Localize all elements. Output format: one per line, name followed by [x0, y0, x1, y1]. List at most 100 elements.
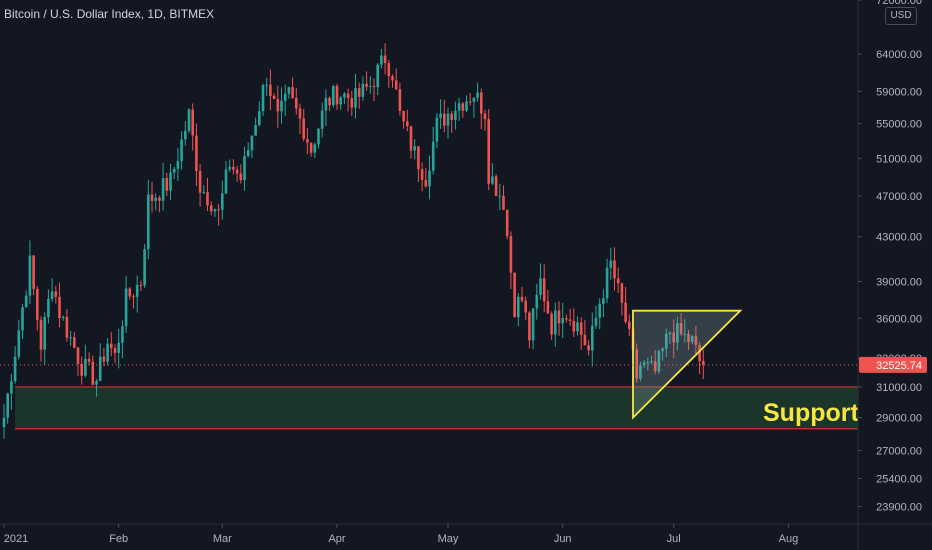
candle-body [276, 98, 280, 112]
candle-body [132, 296, 135, 298]
candle-body [483, 113, 487, 120]
candle-body [369, 85, 372, 87]
candle-body [17, 330, 21, 357]
candle-body [302, 118, 305, 139]
x-tick-label: Apr [328, 533, 345, 545]
candle-body [221, 193, 224, 210]
candle-body [365, 83, 368, 87]
candle-body [542, 278, 546, 302]
candle-body [328, 97, 331, 106]
candle-body [639, 365, 642, 379]
candle-body [694, 336, 698, 345]
triangle-pattern [632, 309, 743, 420]
candle-body [528, 312, 531, 341]
candle-body [402, 110, 405, 122]
candle-body [380, 55, 383, 65]
x-tick-label: Mar [213, 533, 232, 545]
candle-body [672, 332, 675, 343]
candle-body [465, 101, 468, 111]
candle-body [324, 97, 328, 111]
y-tick-label: 29000.00 [876, 413, 922, 425]
candle-body [387, 63, 391, 77]
candle-body [283, 93, 287, 101]
candle-body [21, 307, 24, 331]
candle-body [84, 358, 87, 376]
candle-body [206, 192, 209, 206]
candle-body [550, 313, 553, 335]
candle-body [235, 169, 239, 174]
candle-body [317, 128, 320, 145]
candle-body [376, 64, 379, 88]
candle-body [350, 98, 354, 108]
candle-body [661, 348, 664, 351]
candle-body [28, 255, 32, 296]
candle-body [87, 358, 91, 362]
candle-body [98, 356, 102, 381]
candle-body [246, 150, 250, 157]
support-label: Support [763, 399, 859, 427]
y-tick-label: 47000.00 [876, 191, 922, 203]
candle-body [646, 362, 650, 364]
candle-body [480, 92, 483, 114]
candle-body [128, 288, 132, 297]
candle-body [228, 166, 231, 170]
candle-body [424, 179, 428, 187]
candle-body [47, 298, 50, 318]
candle-body [594, 317, 598, 326]
candle-body [254, 124, 257, 136]
candle-body [468, 101, 472, 103]
candles [2, 43, 705, 439]
candle-body [272, 95, 276, 99]
y-tick-label: 43000.00 [876, 232, 922, 244]
candle-body [702, 360, 705, 365]
candle-body [476, 92, 479, 98]
candle-body [232, 166, 235, 170]
candle-body [158, 197, 161, 201]
candle-body [354, 88, 357, 108]
x-tick-label: Jun [554, 533, 572, 545]
y-tick-label: 31000.00 [876, 382, 922, 394]
candle-body [613, 260, 616, 279]
candle-body [561, 318, 564, 324]
currency-button[interactable]: USD [885, 7, 917, 25]
candle-body [428, 170, 431, 187]
candle-body [531, 308, 535, 341]
candle-body [698, 344, 701, 361]
y-tick-label: 36000.00 [876, 313, 922, 325]
candle-body [420, 169, 424, 180]
candle-body [690, 336, 694, 343]
candle-body [546, 301, 550, 314]
candle-body [95, 380, 98, 385]
candle-body [198, 171, 202, 193]
candle-body [13, 356, 17, 382]
candle-body [439, 113, 442, 118]
candle-body [487, 119, 490, 184]
candle-body [154, 197, 157, 201]
candle-body [583, 334, 587, 346]
candle-body [565, 318, 568, 320]
candle-body [413, 146, 416, 151]
candle-body [579, 322, 583, 335]
candle-body [217, 209, 220, 211]
candle-body [391, 76, 394, 81]
candle-body [265, 84, 268, 86]
candle-body [650, 361, 653, 363]
candle-body [679, 323, 683, 334]
candle-body [58, 296, 61, 319]
candle-body [602, 298, 605, 304]
candle-body [524, 300, 527, 313]
candle-body [417, 146, 420, 170]
candle-body [195, 135, 198, 172]
candle-body [394, 80, 398, 90]
candle-body [54, 291, 58, 297]
candle-body [572, 320, 576, 332]
candle-body [687, 333, 690, 343]
candle-body [135, 284, 139, 297]
candle-body [309, 142, 313, 153]
candle-body [339, 97, 342, 105]
candle-body [498, 195, 502, 197]
candle-body [191, 109, 194, 136]
x-tick-label: 2021 [4, 533, 28, 545]
candle-body [406, 121, 409, 127]
